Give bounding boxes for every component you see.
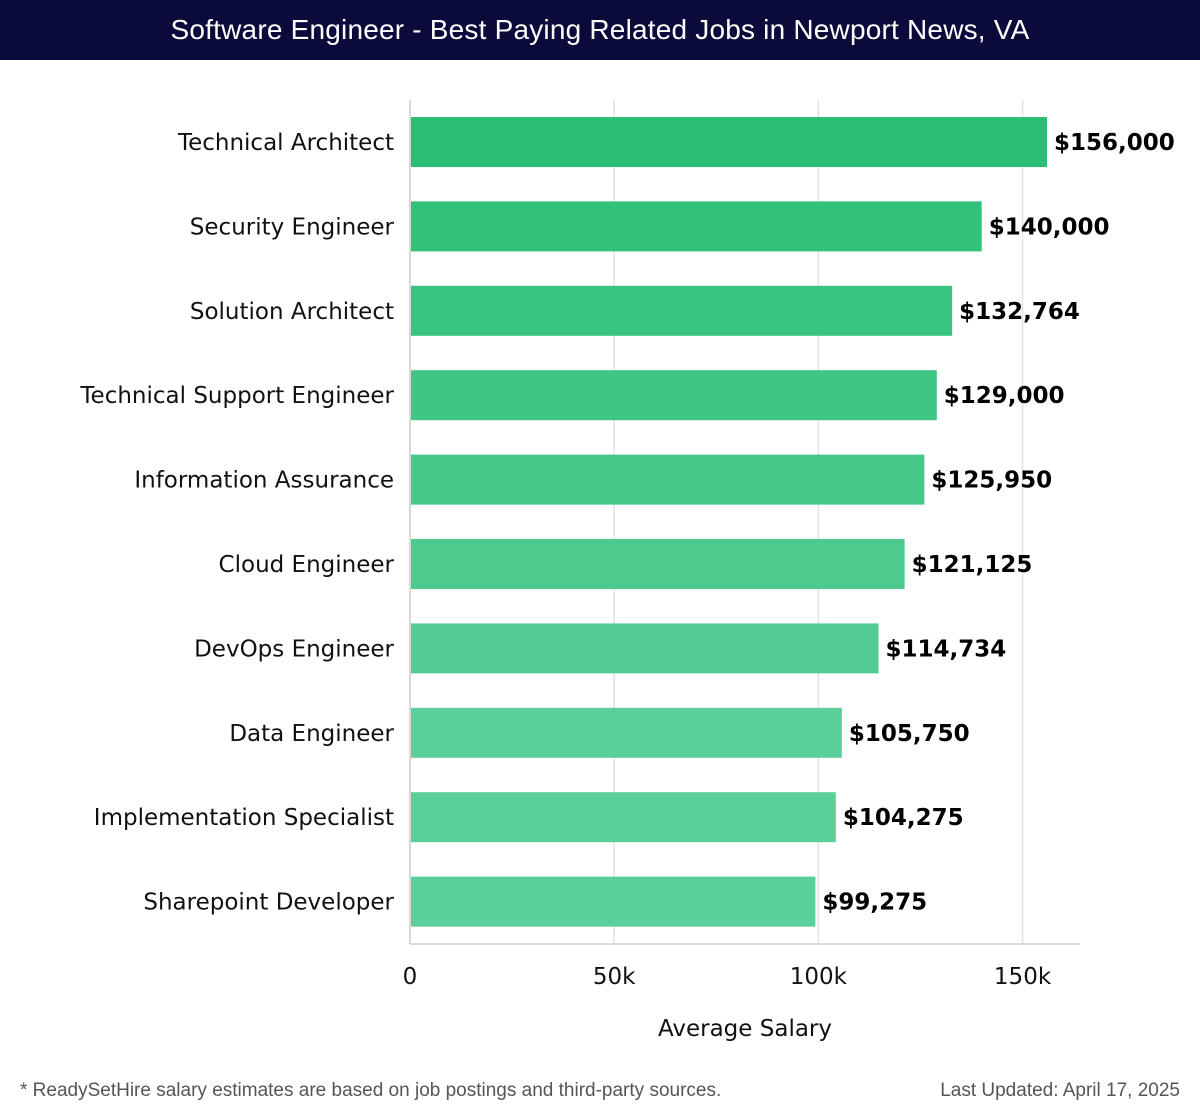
value-label: $121,125 <box>912 552 1033 578</box>
value-label: $114,734 <box>886 636 1007 662</box>
x-tick-label: 100k <box>790 964 848 990</box>
bar <box>411 285 953 336</box>
category-label: Implementation Specialist <box>94 805 394 831</box>
bar <box>411 454 925 505</box>
value-label: $104,275 <box>843 805 964 831</box>
bar <box>411 370 937 421</box>
bar <box>411 117 1048 167</box>
category-label: DevOps Engineer <box>194 636 394 662</box>
category-label: Sharepoint Developer <box>143 890 394 916</box>
x-axis-title: Average Salary <box>658 1016 832 1042</box>
bar <box>411 876 816 927</box>
bar <box>411 201 982 252</box>
bar <box>411 623 879 674</box>
bar <box>411 539 905 589</box>
value-label: $140,000 <box>989 214 1110 240</box>
chart-title-banner: Software Engineer - Best Paying Related … <box>0 0 1200 60</box>
chart-title: Software Engineer - Best Paying Related … <box>170 14 1030 45</box>
x-tick-label: 150k <box>994 964 1052 990</box>
last-updated: Last Updated: April 17, 2025 <box>940 1080 1180 1101</box>
category-label: Solution Architect <box>190 299 394 325</box>
category-label: Cloud Engineer <box>219 552 395 578</box>
value-label: $156,000 <box>1054 130 1175 156</box>
value-label: $125,950 <box>931 468 1052 494</box>
x-tick-label: 0 <box>403 964 418 990</box>
category-label: Security Engineer <box>190 214 395 240</box>
x-tick-label: 50k <box>593 964 636 990</box>
category-label: Technical Architect <box>177 130 394 156</box>
value-label: $99,275 <box>822 890 927 916</box>
value-label: $129,000 <box>944 383 1065 409</box>
bar <box>411 792 836 843</box>
footer-note: * ReadySetHire salary estimates are base… <box>20 1080 722 1101</box>
value-label: $132,764 <box>959 299 1080 325</box>
category-label: Information Assurance <box>134 468 394 494</box>
bar <box>411 707 842 758</box>
value-label: $105,750 <box>849 721 970 747</box>
category-label: Technical Support Engineer <box>79 383 394 409</box>
category-label: Data Engineer <box>229 721 394 747</box>
salary-bar-chart: 0 50k 100k 150k Technical Architect $156,000 S… <box>79 100 1175 1042</box>
